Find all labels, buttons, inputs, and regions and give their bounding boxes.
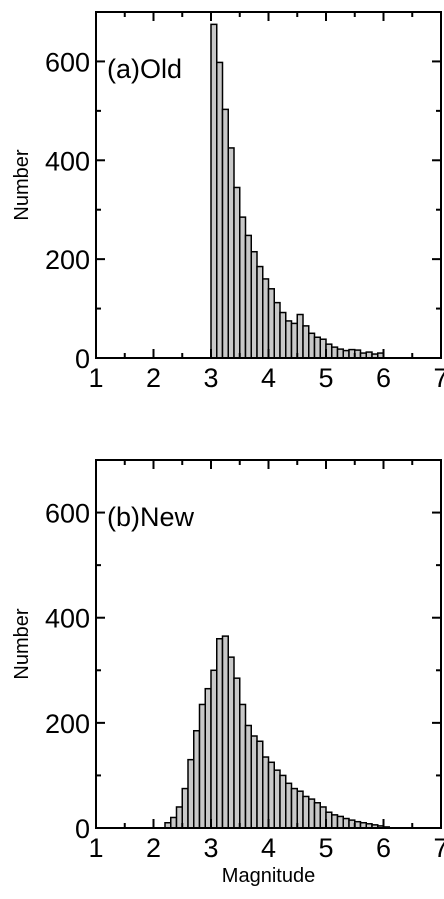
- x-tick-label: 3: [203, 363, 218, 393]
- y-axis-title-new: Number: [11, 608, 33, 679]
- x-tick-label: 3: [203, 833, 218, 863]
- y-tick-label: 600: [45, 47, 90, 77]
- new-bar: [285, 782, 293, 829]
- old-bar: [285, 320, 293, 359]
- y-tick-label: 0: [75, 344, 90, 374]
- new-axis-ticks: [95, 459, 442, 829]
- old-bar: [267, 288, 275, 359]
- new-bar: [342, 817, 350, 829]
- x-tick-label: 7: [433, 833, 444, 863]
- new-bar: [239, 703, 247, 829]
- y-tick-label: 200: [45, 709, 90, 739]
- new-bar: [181, 787, 189, 829]
- new-bar: [233, 677, 241, 829]
- new-bar: [308, 798, 316, 829]
- old-histogram-bars: [210, 23, 385, 359]
- y-tick-label: 200: [45, 245, 90, 275]
- x-tick-label: 4: [261, 833, 276, 863]
- old-bar: [336, 348, 344, 359]
- new-bar: [296, 790, 304, 829]
- new-x-tick-labels: 1 2 3 4 5 6 7: [88, 833, 444, 863]
- x-tick-label: 2: [146, 833, 161, 863]
- panel-label-new: (b)New: [107, 502, 195, 532]
- new-bar: [198, 703, 206, 829]
- new-bar: [273, 769, 281, 829]
- x-tick-label: 6: [376, 833, 391, 863]
- new-bar: [256, 740, 264, 829]
- old-bar: [296, 313, 304, 359]
- old-y-tick-labels: 0 200 400 600: [45, 47, 90, 374]
- old-bar: [342, 349, 350, 359]
- new-bar: [221, 635, 229, 829]
- new-bar: [187, 758, 195, 829]
- old-bar: [331, 346, 339, 359]
- old-bar: [221, 108, 229, 359]
- old-bar: [308, 332, 316, 359]
- x-tick-label: 1: [88, 363, 103, 393]
- old-bar: [233, 186, 241, 359]
- new-bar: [331, 814, 339, 829]
- new-bar: [244, 724, 252, 829]
- new-bar: [193, 729, 201, 829]
- new-bar: [204, 687, 212, 829]
- new-bar: [336, 815, 344, 829]
- y-tick-label: 0: [75, 814, 90, 844]
- old-bar: [279, 311, 287, 359]
- x-tick-label: 5: [318, 833, 333, 863]
- old-bar: [227, 147, 235, 359]
- panel-new: 1 2 3 4 5 6 7 0 200 400 600 (b)New Number Magnitu…: [11, 459, 444, 887]
- new-bar: [290, 787, 298, 829]
- x-tick-label: 1: [88, 833, 103, 863]
- old-bar: [244, 234, 252, 359]
- old-bar: [210, 23, 218, 359]
- new-bar: [210, 669, 218, 829]
- new-bar: [227, 656, 235, 829]
- x-tick-label: 5: [318, 363, 333, 393]
- old-bar: [302, 325, 310, 359]
- old-bar: [239, 216, 247, 359]
- old-bar: [250, 250, 258, 359]
- old-bar: [262, 278, 270, 359]
- old-bar: [290, 322, 298, 359]
- x-tick-label: 4: [261, 363, 276, 393]
- new-bar: [313, 802, 321, 829]
- new-bar: [216, 637, 224, 829]
- old-bar: [256, 265, 264, 359]
- y-tick-label: 600: [45, 499, 90, 529]
- new-bar: [250, 735, 258, 829]
- old-bar: [216, 61, 224, 359]
- old-axis-ticks: [95, 11, 442, 359]
- new-bar: [267, 761, 275, 829]
- x-tick-label: 6: [376, 363, 391, 393]
- y-axis-title-old: Number: [11, 149, 33, 220]
- old-bar: [313, 336, 321, 359]
- old-bar: [273, 301, 281, 359]
- new-bar: [170, 816, 178, 829]
- old-x-tick-labels: 1 2 3 4 5 6 7: [88, 363, 444, 393]
- x-axis-title: Magnitude: [222, 865, 315, 887]
- new-bar: [302, 795, 310, 829]
- y-tick-label: 400: [45, 604, 90, 634]
- new-bar: [279, 774, 287, 829]
- new-bar: [262, 756, 270, 829]
- x-tick-label: 2: [146, 363, 161, 393]
- y-tick-label: 400: [45, 146, 90, 176]
- new-y-tick-labels: 0 200 400 600: [45, 499, 90, 844]
- panel-label-old: (a)Old: [107, 54, 182, 84]
- x-tick-label: 7: [433, 363, 444, 393]
- panel-old: 1 2 3 4 5 6 7 0 200 400 600 (a)Old Number: [11, 11, 444, 393]
- new-histogram-bars: [164, 635, 390, 829]
